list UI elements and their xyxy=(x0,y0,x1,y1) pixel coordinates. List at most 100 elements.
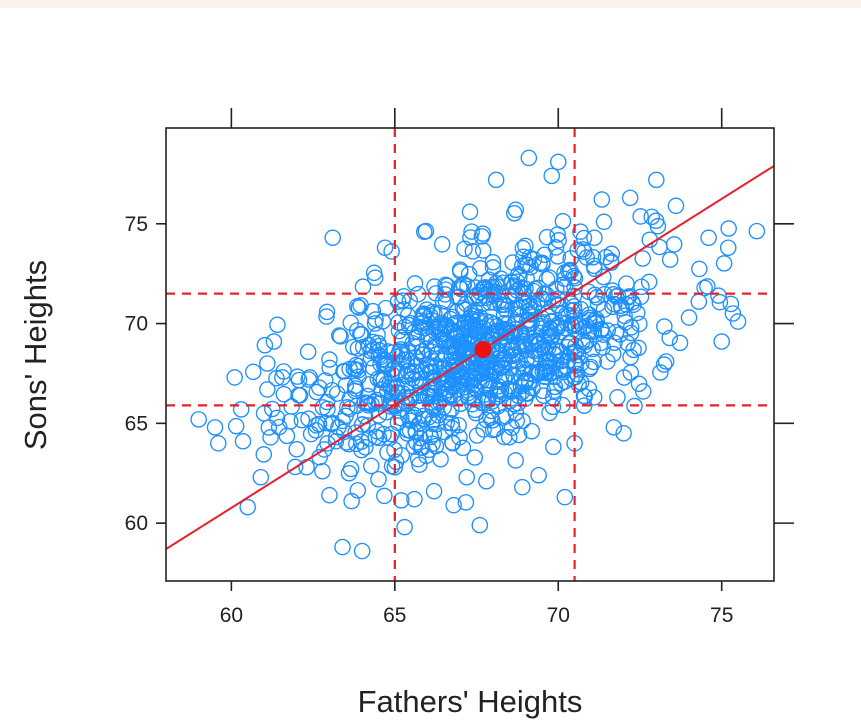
data-point xyxy=(500,429,518,446)
data-point xyxy=(367,428,385,446)
data-point xyxy=(606,334,623,351)
data-point xyxy=(510,324,528,342)
data-point xyxy=(543,312,560,330)
data-point xyxy=(441,388,459,406)
data-point xyxy=(463,223,480,240)
data-point xyxy=(461,203,479,221)
data-point xyxy=(460,387,477,405)
data-point xyxy=(278,427,296,445)
data-point xyxy=(363,457,380,475)
data-point xyxy=(593,191,611,208)
data-point xyxy=(510,337,527,354)
data-point xyxy=(632,288,650,306)
data-point xyxy=(433,236,451,253)
data-point xyxy=(259,355,276,372)
data-point xyxy=(252,468,270,486)
mean-point xyxy=(474,341,492,359)
data-point xyxy=(517,237,534,255)
data-point xyxy=(531,255,548,272)
data-point xyxy=(438,277,456,295)
data-point xyxy=(604,298,621,316)
data-point xyxy=(417,222,435,240)
data-point xyxy=(359,417,376,434)
data-point xyxy=(255,446,273,463)
data-point xyxy=(522,258,539,276)
data-point xyxy=(425,482,443,500)
data-point xyxy=(472,365,490,383)
data-point xyxy=(648,171,665,189)
data-point xyxy=(633,278,650,296)
data-point xyxy=(274,369,291,386)
data-point xyxy=(478,472,495,490)
data-point xyxy=(549,153,567,171)
data-point xyxy=(720,220,737,237)
data-point xyxy=(357,439,374,456)
data-point xyxy=(404,334,421,352)
data-point xyxy=(265,333,283,350)
data-point xyxy=(346,377,364,395)
data-point xyxy=(531,363,548,381)
data-point xyxy=(605,419,623,436)
data-point xyxy=(528,333,545,351)
data-point xyxy=(575,397,593,414)
data-point xyxy=(423,343,441,360)
ticks-layer: 60 65 70 75 60 65 70 75 xyxy=(125,108,794,627)
data-point xyxy=(324,229,341,247)
data-point xyxy=(330,327,348,344)
data-point xyxy=(586,229,603,247)
data-point xyxy=(530,466,547,484)
data-point xyxy=(226,369,243,386)
data-point xyxy=(371,342,388,359)
data-point xyxy=(394,292,411,309)
data-point xyxy=(262,429,279,446)
x-tick-label: 75 xyxy=(710,604,733,627)
data-point xyxy=(541,404,558,422)
data-point xyxy=(631,315,648,333)
data-point xyxy=(595,213,613,231)
points-layer xyxy=(190,149,766,560)
data-point xyxy=(561,334,579,351)
data-point xyxy=(406,363,424,381)
data-point xyxy=(529,335,547,353)
data-point xyxy=(456,240,473,258)
data-point xyxy=(506,204,523,222)
data-point xyxy=(370,470,387,488)
data-point xyxy=(649,217,667,235)
data-point xyxy=(603,245,620,263)
data-point xyxy=(554,213,572,230)
data-point xyxy=(565,301,583,319)
data-point xyxy=(436,286,454,303)
data-point xyxy=(585,323,603,340)
data-point xyxy=(632,208,649,225)
data-point xyxy=(538,325,556,343)
data-point xyxy=(543,167,560,185)
data-point xyxy=(630,375,648,393)
data-point xyxy=(722,295,740,313)
data-point xyxy=(395,301,413,318)
data-point xyxy=(468,427,486,444)
data-point xyxy=(367,311,384,328)
data-point xyxy=(475,421,492,438)
data-point xyxy=(348,322,366,339)
data-point xyxy=(293,411,311,429)
data-point xyxy=(432,304,449,322)
data-point xyxy=(657,353,675,370)
data-point xyxy=(652,364,669,381)
data-point xyxy=(401,412,419,430)
data-point xyxy=(556,488,574,506)
data-point xyxy=(622,364,640,381)
data-point xyxy=(239,498,256,516)
y-tick-label: 75 xyxy=(125,213,148,236)
x-tick-label: 70 xyxy=(547,604,570,627)
data-point xyxy=(444,357,462,375)
data-point xyxy=(466,323,484,340)
data-point xyxy=(300,371,318,388)
data-point xyxy=(376,487,393,505)
data-point xyxy=(593,322,610,339)
data-point xyxy=(455,275,472,293)
data-point xyxy=(407,371,425,389)
data-point xyxy=(319,400,336,418)
data-point xyxy=(484,362,502,379)
data-point xyxy=(290,371,308,389)
data-point xyxy=(514,239,532,257)
